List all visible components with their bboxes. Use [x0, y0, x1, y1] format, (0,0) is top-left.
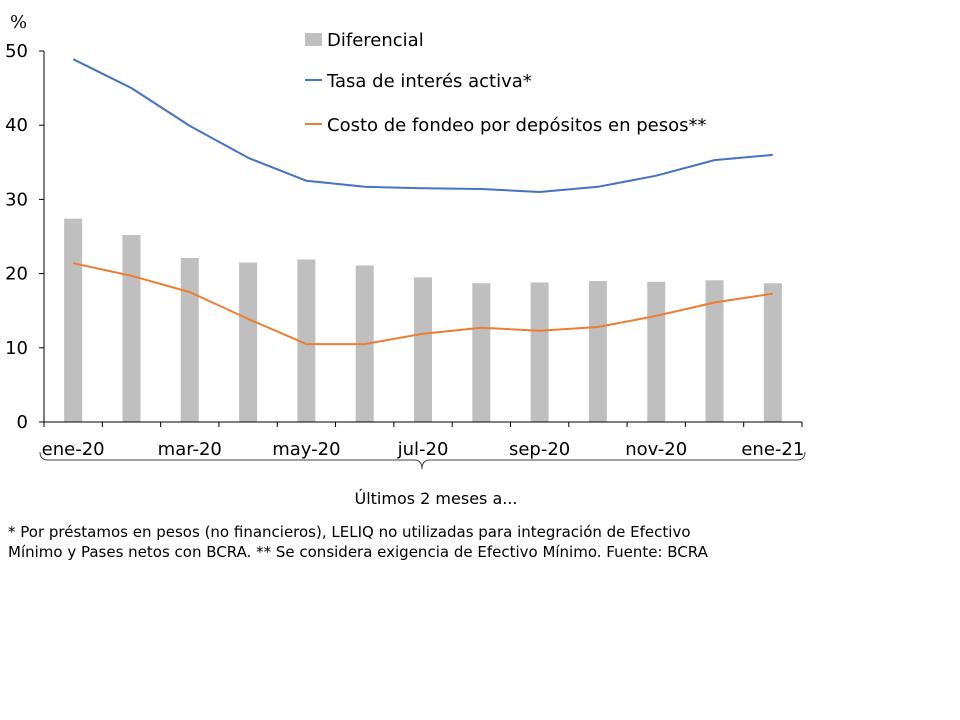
- y-tick-label: 40: [5, 115, 28, 136]
- bar-diferencial-12: [763, 283, 782, 422]
- bar-diferencial-1: [122, 235, 141, 422]
- axes-layer: 0 10 20 30 40 50 ene-20 mar-20 may-20 jul-20 sep-2…: [5, 41, 804, 460]
- bar-diferencial-4: [297, 259, 316, 422]
- x-tick-label: mar-20: [158, 439, 222, 460]
- legend-label-costo: Costo de fondeo por depósitos en pesos**: [327, 115, 707, 136]
- series-line-costo-fondeo: [72, 262, 773, 346]
- legend-item-diferencial: Diferencial: [305, 30, 424, 51]
- legend-item-tasa: Tasa de interés activa*: [305, 71, 532, 92]
- bar-diferencial-10: [647, 281, 666, 422]
- legend-item-costo: Costo de fondeo por depósitos en pesos**: [305, 115, 707, 136]
- x-tick-label: sep-20: [509, 439, 570, 460]
- legend-swatch-diferencial: [305, 33, 322, 46]
- series-line-tasa-activa: [72, 58, 773, 193]
- y-tick-label: 20: [5, 264, 28, 285]
- bar-diferencial-11: [705, 280, 724, 422]
- bar-diferencial-7: [472, 283, 491, 422]
- bar-diferencial-3: [239, 262, 258, 422]
- legend: Diferencial Tasa de interés activa* Cost…: [305, 30, 707, 136]
- x-tick-label: ene-21: [741, 439, 804, 460]
- bar-diferencial-0: [64, 218, 83, 422]
- y-tick-label: 0: [17, 412, 28, 433]
- x-tick-label: nov-20: [625, 439, 687, 460]
- x-tick-label: ene-20: [42, 439, 105, 460]
- y-axis-unit-label: %: [10, 12, 27, 33]
- legend-label-diferencial: Diferencial: [327, 30, 424, 51]
- footnote-line-2: Mínimo y Pases netos con BCRA. ** Se con…: [8, 543, 709, 561]
- bar-diferencial-8: [530, 282, 549, 422]
- x-tick-label: jul-20: [397, 439, 449, 460]
- footnote-line-1: * Por préstamos en pesos (no financieros…: [8, 523, 691, 541]
- bar-diferencial-2: [180, 258, 199, 422]
- y-tick-label: 10: [5, 338, 28, 359]
- brace-label: Últimos 2 meses a...: [354, 489, 517, 508]
- bars-layer: [64, 218, 782, 422]
- x-tick-label: may-20: [272, 439, 340, 460]
- y-tick-label: 50: [5, 41, 28, 62]
- bar-diferencial-9: [588, 281, 607, 422]
- lines-layer: [72, 58, 773, 346]
- y-tick-label: 30: [5, 189, 28, 210]
- legend-label-tasa: Tasa de interés activa*: [326, 71, 532, 92]
- bar-diferencial-6: [414, 277, 432, 422]
- brace: [39, 451, 806, 470]
